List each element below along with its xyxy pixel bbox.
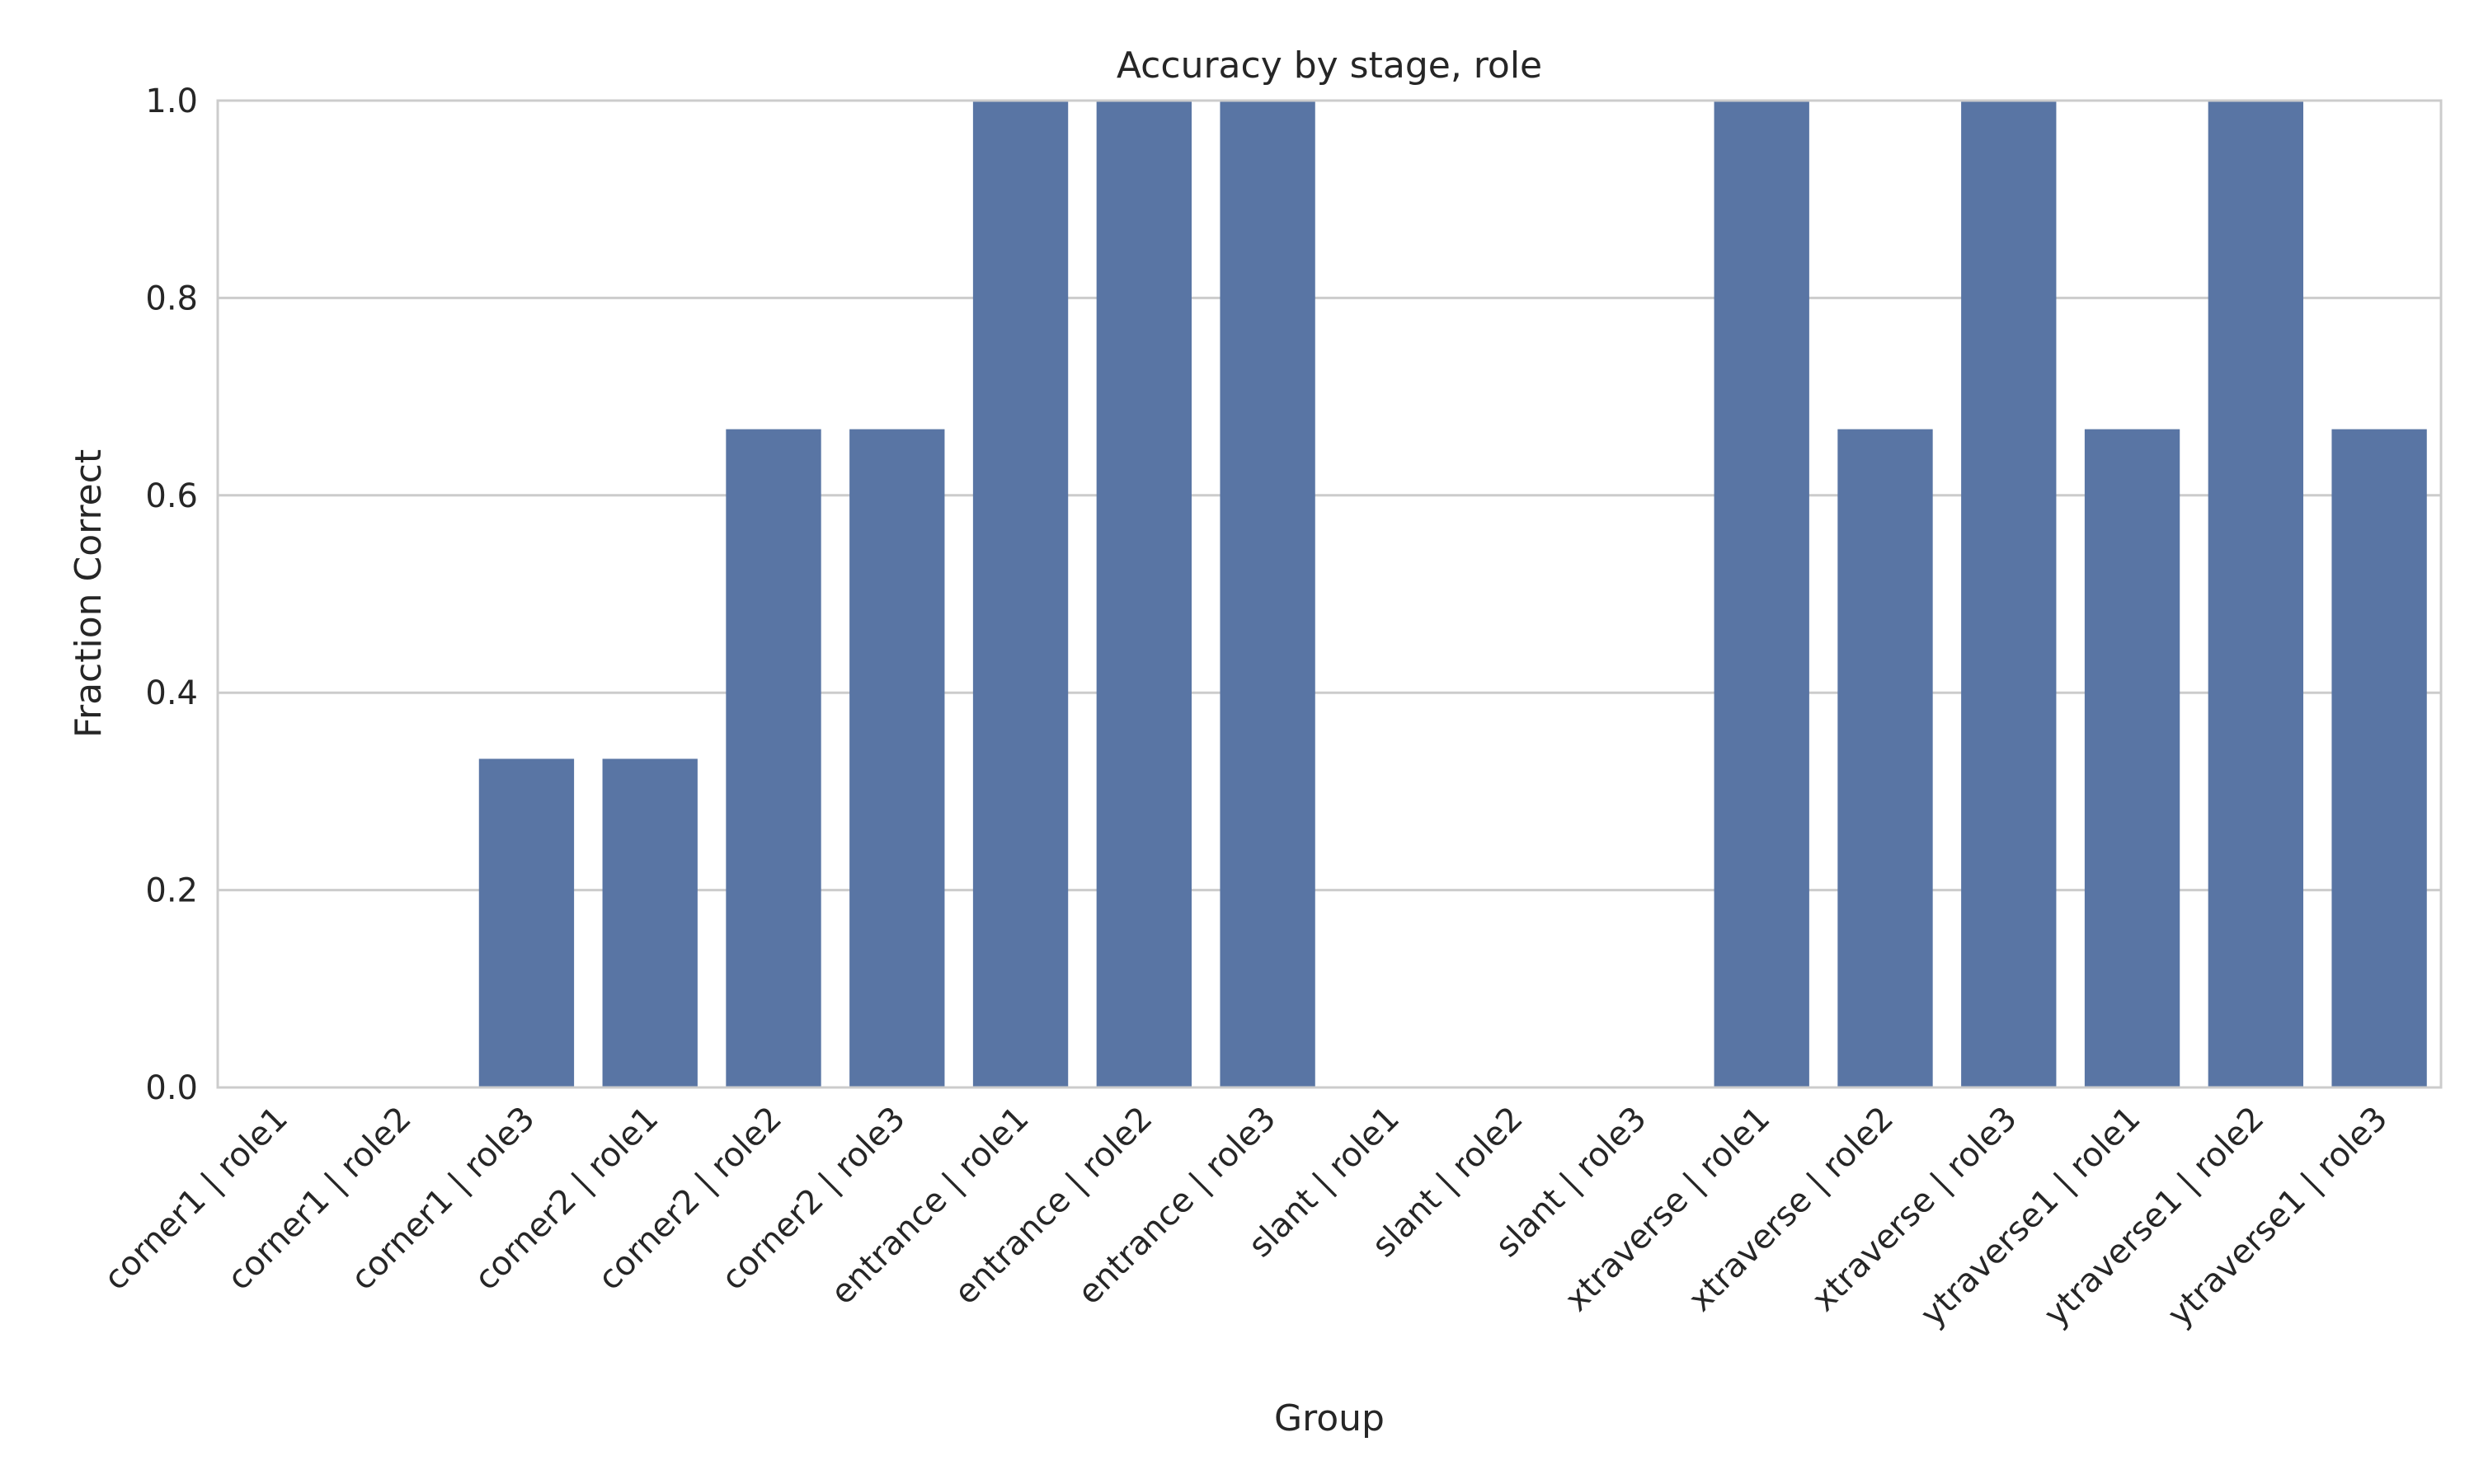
y-tick-label: 1.0 (145, 82, 198, 120)
chart-title: Accuracy by stage, role (1117, 45, 1542, 87)
y-tick-label: 0.6 (145, 477, 198, 515)
x-tick-label: ytraverse1 | role2 (2037, 1100, 2271, 1334)
bar (602, 758, 698, 1087)
bar (2331, 429, 2427, 1087)
y-tick-label: 0.2 (145, 872, 198, 910)
bar (2208, 101, 2303, 1087)
bar (849, 429, 945, 1087)
x-tick-label: ytraverse1 | role1 (1913, 1100, 2147, 1334)
bars (478, 101, 2427, 1087)
y-tick-label: 0.8 (145, 279, 198, 317)
y-axis-label: Fraction Correct (68, 449, 110, 738)
bar (726, 429, 821, 1087)
x-tick-label: xtraverse | role1 (1558, 1100, 1777, 1319)
bar (1096, 101, 1192, 1087)
y-tick-label: 0.0 (145, 1069, 198, 1107)
x-tick-label: ytraverse1 | role3 (2161, 1100, 2395, 1334)
bar (972, 101, 1069, 1087)
x-tick-label: xtraverse | role3 (1805, 1100, 2025, 1319)
y-tick-label: 0.4 (145, 674, 198, 712)
bar (1961, 101, 2057, 1087)
plot-frame (216, 99, 2443, 1089)
x-tick-label: xtraverse | role2 (1681, 1100, 1901, 1319)
x-axis-label: Group (1274, 1397, 1385, 1439)
bar (1220, 101, 1315, 1087)
bar (478, 758, 575, 1087)
bar (2084, 429, 2180, 1087)
bar (1714, 101, 1809, 1087)
y-tick-labels: 0.0 0.2 0.4 0.6 0.8 1.0 (145, 82, 198, 1107)
bar (1837, 429, 1933, 1087)
